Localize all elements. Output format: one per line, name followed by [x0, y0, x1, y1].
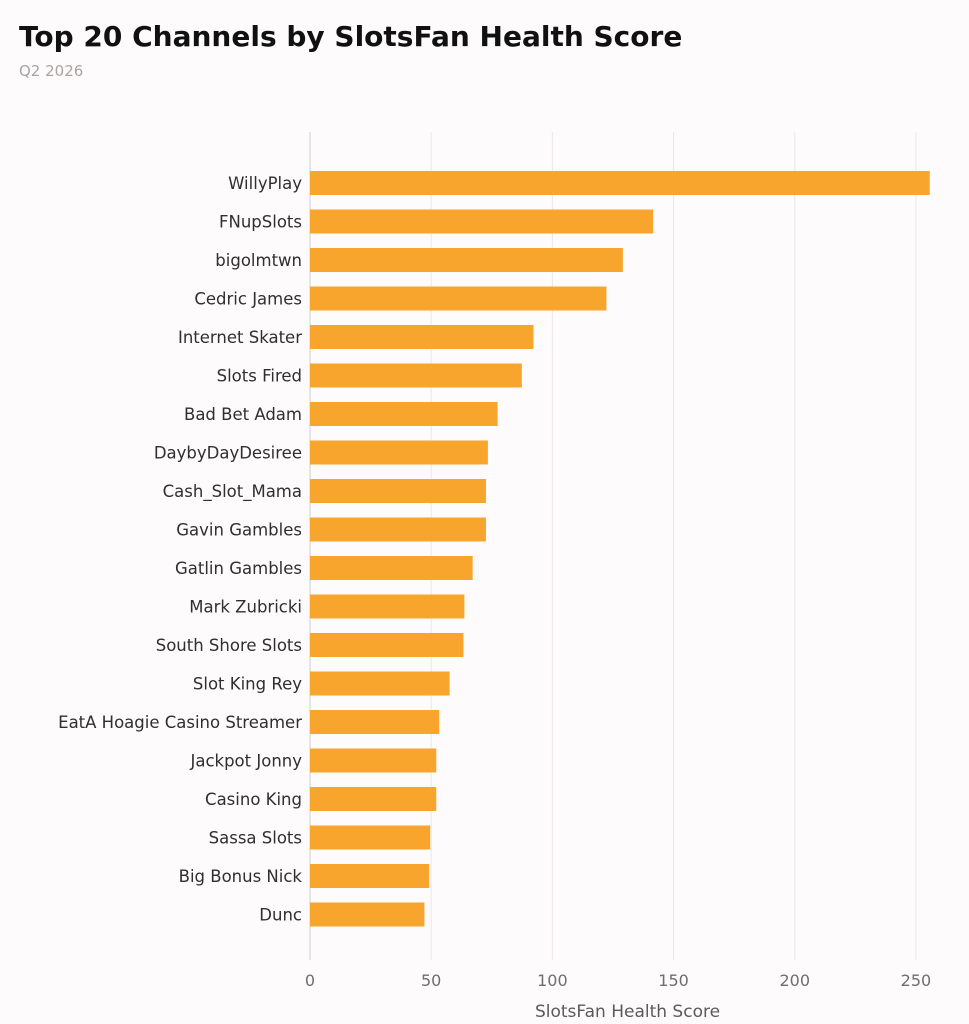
x-axis-title: SlotsFan Health Score — [535, 1002, 720, 1022]
bar — [310, 440, 488, 465]
bar — [310, 363, 522, 388]
x-tick-label: 50 — [421, 971, 441, 990]
category-label: DaybyDayDesiree — [154, 444, 302, 463]
category-label: bigolmtwn — [215, 251, 302, 270]
chart-title: Top 20 Channels by SlotsFan Health Score — [19, 20, 683, 53]
category-label: Mark Zubricki — [189, 598, 302, 617]
bar — [310, 748, 437, 773]
bar — [310, 286, 607, 311]
category-label: Internet Skater — [178, 328, 302, 347]
category-label: Slot King Rey — [193, 675, 302, 694]
bar — [310, 171, 930, 195]
category-label: Slots Fired — [217, 367, 302, 386]
bar — [310, 402, 498, 426]
category-label: Bad Bet Adam — [184, 405, 302, 424]
bar — [310, 594, 465, 619]
bar — [310, 825, 431, 850]
bar — [310, 209, 654, 234]
category-label: FNupSlots — [219, 213, 302, 232]
category-label: Casino King — [205, 790, 302, 809]
category-label: Cash_Slot_Mama — [163, 482, 302, 502]
category-label: Big Bonus Nick — [179, 867, 303, 886]
category-label: Cedric James — [194, 290, 302, 309]
category-label: Sassa Slots — [209, 829, 302, 848]
category-label: Gatlin Gambles — [175, 559, 302, 578]
x-tick-label: 0 — [305, 971, 315, 990]
x-tick-label: 200 — [779, 971, 810, 990]
bar — [310, 517, 486, 542]
category-labels: WillyPlay FNupSlots bigolmtwn Cedric James I… — [58, 174, 302, 925]
x-tick-label: 100 — [537, 971, 568, 990]
bar — [310, 248, 623, 272]
bar — [310, 787, 437, 811]
bar — [310, 556, 473, 580]
bar — [310, 710, 440, 734]
x-tick-label: 150 — [658, 971, 689, 990]
bar — [310, 479, 486, 503]
x-tick-labels: 0 50 100 150 200 250 — [305, 971, 931, 990]
category-label: Gavin Gambles — [176, 521, 302, 540]
bar — [310, 633, 464, 657]
chart-subtitle: Q2 2026 — [19, 62, 84, 80]
bars — [310, 171, 930, 927]
category-label: EatA Hoagie Casino Streamer — [58, 713, 302, 732]
category-label: South Shore Slots — [156, 636, 302, 655]
category-label: Jackpot Jonny — [189, 752, 302, 771]
bar — [310, 671, 450, 696]
category-label: Dunc — [259, 906, 302, 925]
category-label: WillyPlay — [228, 174, 302, 193]
bar — [310, 864, 430, 888]
bar — [310, 325, 534, 349]
x-tick-label: 250 — [901, 971, 932, 990]
bar — [310, 902, 425, 927]
